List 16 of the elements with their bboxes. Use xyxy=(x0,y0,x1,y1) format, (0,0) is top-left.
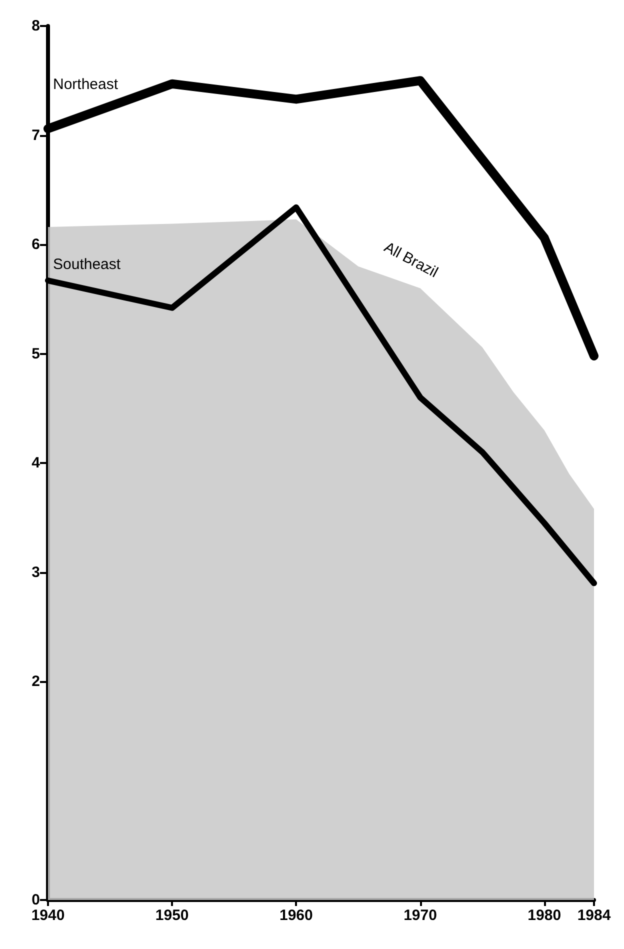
series-label: Southeast xyxy=(53,256,122,274)
y-tick-label: 6 xyxy=(32,236,40,253)
y-tick-label: 0 xyxy=(32,892,40,908)
x-tick-label: 1940 xyxy=(31,907,65,924)
y-tick-label: 2 xyxy=(32,673,40,690)
x-tick-label: 1984 xyxy=(577,907,612,924)
y-tick-label: 5 xyxy=(32,345,40,362)
x-tick-label: 1950 xyxy=(155,907,189,924)
x-tick-label: 1970 xyxy=(404,907,437,924)
y-tick-label: 3 xyxy=(32,564,40,581)
y-tick-label: 8 xyxy=(32,18,40,34)
x-tick-label: 1980 xyxy=(528,907,562,924)
y-tick-label: 4 xyxy=(32,454,41,472)
series-label: Northeast xyxy=(53,76,119,94)
x-tick-label: 1960 xyxy=(279,907,313,924)
y-tick-label: 7 xyxy=(32,126,40,144)
